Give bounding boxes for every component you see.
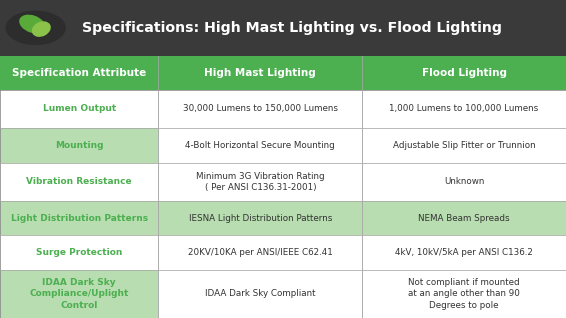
Text: Unknown: Unknown (444, 177, 484, 186)
Text: Specifications: High Mast Lighting vs. Flood Lighting: Specifications: High Mast Lighting vs. F… (82, 21, 502, 35)
Text: 30,000 Lumens to 150,000 Lumens: 30,000 Lumens to 150,000 Lumens (183, 104, 338, 114)
Text: Surge Protection: Surge Protection (36, 248, 122, 257)
Text: Minimum 3G Vibration Rating
( Per ANSI C136.31-2001): Minimum 3G Vibration Rating ( Per ANSI C… (196, 172, 325, 192)
Text: Vibration Resistance: Vibration Resistance (27, 177, 132, 186)
Text: 4kV, 10kV/5kA per ANSI C136.2: 4kV, 10kV/5kA per ANSI C136.2 (395, 248, 533, 257)
Text: Adjustable Slip Fitter or Trunnion: Adjustable Slip Fitter or Trunnion (393, 141, 535, 150)
Text: Light Distribution Patterns: Light Distribution Patterns (11, 214, 148, 223)
FancyBboxPatch shape (0, 90, 158, 128)
Text: 1,000 Lumens to 100,000 Lumens: 1,000 Lumens to 100,000 Lumens (389, 104, 539, 114)
FancyBboxPatch shape (158, 90, 362, 128)
FancyBboxPatch shape (362, 90, 566, 128)
FancyBboxPatch shape (158, 128, 362, 162)
FancyBboxPatch shape (0, 128, 158, 162)
Text: NEMA Beam Spreads: NEMA Beam Spreads (418, 214, 510, 223)
Ellipse shape (32, 21, 51, 37)
FancyBboxPatch shape (158, 235, 362, 270)
Text: IDAA Dark Sky
Compliance/Uplight
Control: IDAA Dark Sky Compliance/Uplight Control (29, 278, 129, 309)
FancyBboxPatch shape (362, 201, 566, 235)
Text: Specification Attribute: Specification Attribute (12, 68, 147, 78)
FancyBboxPatch shape (0, 56, 566, 90)
Text: 4-Bolt Horizontal Secure Mounting: 4-Bolt Horizontal Secure Mounting (186, 141, 335, 150)
FancyBboxPatch shape (362, 162, 566, 201)
FancyBboxPatch shape (362, 128, 566, 162)
Text: Not compliant if mounted
at an angle other than 90
Degrees to pole: Not compliant if mounted at an angle oth… (408, 278, 520, 309)
Text: IESNA Light Distribution Patterns: IESNA Light Distribution Patterns (188, 214, 332, 223)
Text: IDAA Dark Sky Compliant: IDAA Dark Sky Compliant (205, 289, 316, 299)
FancyBboxPatch shape (158, 162, 362, 201)
FancyBboxPatch shape (158, 201, 362, 235)
FancyBboxPatch shape (0, 162, 158, 201)
Ellipse shape (19, 15, 45, 33)
FancyBboxPatch shape (0, 235, 158, 270)
FancyBboxPatch shape (362, 235, 566, 270)
FancyBboxPatch shape (0, 270, 158, 318)
Text: Mounting: Mounting (55, 141, 104, 150)
Text: Lumen Output: Lumen Output (42, 104, 116, 114)
FancyBboxPatch shape (158, 270, 362, 318)
FancyBboxPatch shape (362, 270, 566, 318)
FancyBboxPatch shape (0, 0, 566, 56)
Text: 20KV/10KA per ANSI/IEEE C62.41: 20KV/10KA per ANSI/IEEE C62.41 (188, 248, 333, 257)
Circle shape (6, 11, 65, 44)
Text: High Mast Lighting: High Mast Lighting (204, 68, 316, 78)
FancyBboxPatch shape (0, 201, 158, 235)
Text: Flood Lighting: Flood Lighting (422, 68, 507, 78)
